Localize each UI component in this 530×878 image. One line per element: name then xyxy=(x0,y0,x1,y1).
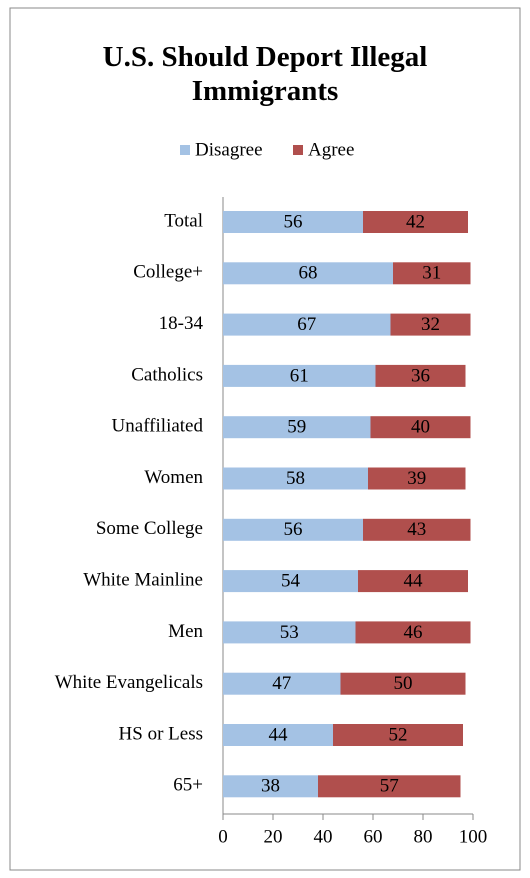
bar-segment xyxy=(333,724,463,746)
value-label: 61 xyxy=(290,365,309,386)
x-tick-label: 60 xyxy=(364,826,383,847)
legend-label: Agree xyxy=(308,139,354,160)
value-label: 54 xyxy=(281,570,301,591)
chart-border xyxy=(9,7,521,871)
y-tick-label: Unaffiliated xyxy=(112,416,204,437)
bar-segment xyxy=(340,672,466,695)
bar-segment xyxy=(223,621,356,644)
value-label: 39 xyxy=(407,468,426,489)
chart-title: U.S. Should Deport Illegal Immigrants xyxy=(102,41,428,107)
value-label: 59 xyxy=(287,417,306,438)
bar-segment xyxy=(223,724,333,746)
y-tick-label: College+ xyxy=(133,262,203,283)
value-label: 50 xyxy=(394,673,413,694)
value-label: 68 xyxy=(299,263,318,284)
bar-segment xyxy=(223,313,391,336)
value-label: 52 xyxy=(389,724,408,745)
bar-segment xyxy=(355,621,471,644)
bar-segment xyxy=(223,775,318,798)
bar-segment xyxy=(363,211,468,233)
bar-segment xyxy=(370,416,471,439)
value-label: 38 xyxy=(261,776,280,797)
bar-segment xyxy=(223,416,371,439)
value-label: 36 xyxy=(411,365,430,386)
y-tick-label: Total xyxy=(164,210,203,231)
bar-segment xyxy=(223,262,393,285)
bar-segment xyxy=(393,262,471,285)
value-label: 42 xyxy=(406,211,425,232)
legend-swatch xyxy=(180,145,190,155)
bar-segment xyxy=(363,518,471,541)
bar-segment xyxy=(223,364,376,387)
value-label: 44 xyxy=(269,724,289,745)
value-label: 57 xyxy=(380,776,399,797)
bar-segment xyxy=(358,570,468,593)
bar-segment xyxy=(223,672,341,695)
bar-segment xyxy=(318,775,461,798)
value-label: 56 xyxy=(284,519,303,540)
x-tick-label: 40 xyxy=(314,826,333,847)
value-label: 46 xyxy=(404,622,423,643)
y-tick-label: HS or Less xyxy=(119,723,203,744)
x-tick-label: 0 xyxy=(218,826,228,847)
bar-segment xyxy=(223,467,368,490)
bar-segment xyxy=(375,364,466,387)
value-label: 58 xyxy=(286,468,305,489)
x-tick-label: 80 xyxy=(414,826,433,847)
value-label: 40 xyxy=(411,417,430,438)
y-tick-label: 65+ xyxy=(173,775,203,796)
y-tick-label: 18-34 xyxy=(159,313,204,334)
value-label: 47 xyxy=(272,673,291,694)
value-label: 56 xyxy=(284,211,303,232)
legend-swatch xyxy=(293,145,303,155)
bar-segment xyxy=(223,570,358,593)
value-label: 32 xyxy=(421,314,440,335)
value-label: 31 xyxy=(422,263,441,284)
bar-segment xyxy=(223,518,363,541)
bar-segment xyxy=(390,313,471,336)
y-tick-label: Men xyxy=(168,621,203,642)
y-tick-label: Catholics xyxy=(131,364,203,385)
y-tick-label: White Mainline xyxy=(83,569,203,590)
x-tick-label: 20 xyxy=(264,826,283,847)
y-tick-label: Women xyxy=(144,467,203,488)
bar-segment xyxy=(223,211,363,233)
bar-segment xyxy=(368,467,466,490)
y-tick-label: White Evangelicals xyxy=(55,672,203,693)
y-tick-label: Some College xyxy=(96,518,203,539)
value-label: 44 xyxy=(404,570,424,591)
x-tick-label: 100 xyxy=(459,826,488,847)
value-label: 43 xyxy=(407,519,426,540)
legend-label: Disagree xyxy=(195,139,263,160)
value-label: 67 xyxy=(297,314,316,335)
value-label: 53 xyxy=(280,622,299,643)
